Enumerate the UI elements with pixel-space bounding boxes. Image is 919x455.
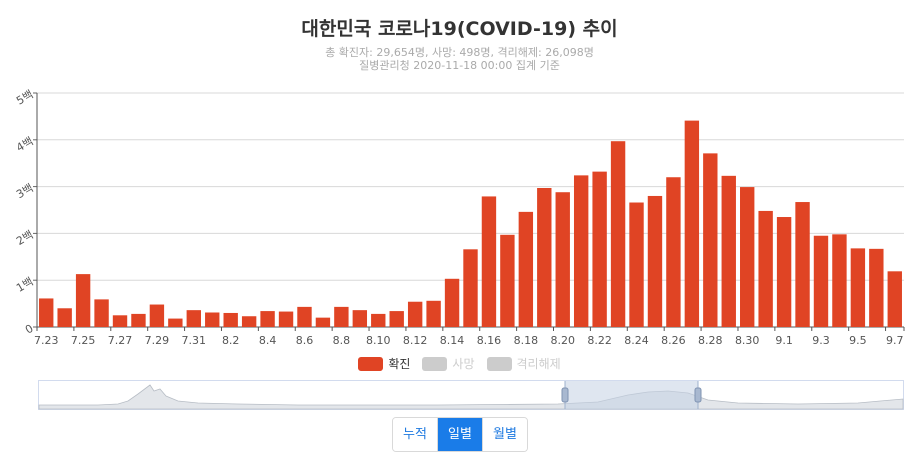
y-tick-label: 3백: [14, 181, 35, 201]
bar: [149, 304, 165, 327]
x-tick-label: 8.24: [624, 334, 649, 347]
x-tick-label: 8.8: [333, 334, 351, 347]
bar: [795, 202, 810, 327]
x-tick-label: 8.12: [403, 334, 428, 347]
bar: [389, 311, 404, 327]
bar: [555, 192, 570, 327]
x-tick-label: 8.2: [222, 334, 240, 347]
bar: [260, 311, 275, 327]
bar: [610, 141, 626, 327]
bar: [444, 278, 460, 327]
bar: [315, 317, 331, 327]
y-tick-label: 2백: [14, 228, 35, 248]
x-tick-label: 8.14: [440, 334, 465, 347]
legend-swatch-confirmed: [358, 356, 384, 371]
y-tick-label: 1백: [14, 275, 35, 295]
x-tick-label: 7.25: [71, 334, 96, 347]
bar: [352, 310, 368, 327]
subtitle-source: 질병관리청 2020-11-18 00:00 집계 기준: [359, 59, 560, 72]
bar: [850, 248, 866, 327]
bar: [297, 306, 312, 327]
bar: [703, 153, 718, 327]
x-tick-label: 8.28: [698, 334, 723, 347]
bar: [407, 301, 423, 327]
bar: [537, 188, 552, 327]
bar: [500, 234, 515, 327]
bar: [776, 217, 792, 327]
bar: [573, 175, 589, 327]
bar: [518, 211, 534, 327]
bar: [334, 306, 349, 327]
x-tick-label: 9.7: [886, 334, 904, 347]
x-tick-label: 9.5: [849, 334, 867, 347]
legend-swatch-deaths: [422, 356, 448, 371]
bar: [740, 187, 755, 327]
chart-title: 대한민국 코로나19(COVID-19) 추이: [301, 18, 618, 40]
bar: [131, 313, 146, 327]
x-tick-label: 7.27: [108, 334, 133, 347]
bar: [869, 248, 884, 327]
subtitle-totals: 총 확진자: 29,654명, 사망: 498명, 격리해제: 26,098명: [325, 46, 594, 59]
x-tick-label: 8.16: [477, 334, 502, 347]
bar: [721, 175, 736, 327]
bar: [168, 318, 183, 327]
bar: [223, 312, 238, 327]
x-tick-label: 8.10: [366, 334, 391, 347]
bar: [684, 120, 700, 327]
bar: [758, 210, 773, 327]
bar: [371, 313, 386, 327]
legend-label-confirmed: 확진: [388, 357, 411, 371]
x-tick-label: 8.22: [587, 334, 612, 347]
x-tick-label: 8.18: [514, 334, 539, 347]
x-tick-label: 9.3: [812, 334, 830, 347]
legend-item-confirmed[interactable]: 확진: [358, 355, 410, 372]
bar: [94, 299, 109, 327]
zoom-handle-left[interactable]: [561, 387, 569, 403]
bar: [241, 316, 257, 327]
bar: [186, 310, 201, 327]
period-toggle: 누적 일별 월별: [392, 417, 528, 452]
legend-item-released[interactable]: 격리해제: [486, 355, 561, 372]
bar: [647, 195, 663, 327]
bar: [278, 311, 294, 327]
legend: 확진 사망 격리해제: [0, 355, 919, 372]
legend-item-deaths[interactable]: 사망: [422, 355, 475, 372]
y-tick-label: 4백: [14, 135, 35, 155]
legend-label-released: 격리해제: [516, 357, 561, 371]
bar: [832, 234, 847, 327]
bar: [112, 315, 128, 327]
zoom-handle-right[interactable]: [694, 387, 702, 403]
bar: [481, 196, 497, 327]
bar: [666, 177, 681, 327]
monthly-button[interactable]: 월별: [482, 418, 527, 451]
cumulative-button[interactable]: 누적: [393, 418, 437, 451]
bar: [463, 249, 478, 327]
bar: [205, 312, 220, 327]
bar: [592, 171, 607, 327]
zoom-selected-window[interactable]: [565, 381, 698, 409]
legend-swatch-released: [486, 356, 512, 371]
daily-button[interactable]: 일별: [437, 418, 482, 451]
legend-label-deaths: 사망: [452, 357, 475, 371]
data-zoom-slider[interactable]: [38, 380, 904, 410]
x-tick-label: 8.4: [259, 334, 277, 347]
bar: [813, 235, 829, 327]
x-tick-label: 9.1: [775, 334, 793, 347]
y-tick-label: 5백: [14, 88, 35, 108]
x-tick-label: 7.31: [182, 334, 207, 347]
x-tick-label: 8.30: [735, 334, 760, 347]
x-tick-label: 8.6: [296, 334, 314, 347]
x-tick-label: 8.26: [661, 334, 686, 347]
bar: [887, 271, 902, 327]
bar: [57, 308, 72, 327]
x-tick-label: 7.23: [34, 334, 59, 347]
bar: [39, 298, 54, 327]
x-tick-label: 7.29: [145, 334, 170, 347]
x-tick-label: 8.20: [550, 334, 575, 347]
bar: [75, 274, 91, 327]
bar: [629, 202, 644, 327]
bar: [426, 300, 441, 327]
chart-subtitle: 총 확진자: 29,654명, 사망: 498명, 격리해제: 26,098명 …: [0, 46, 919, 72]
